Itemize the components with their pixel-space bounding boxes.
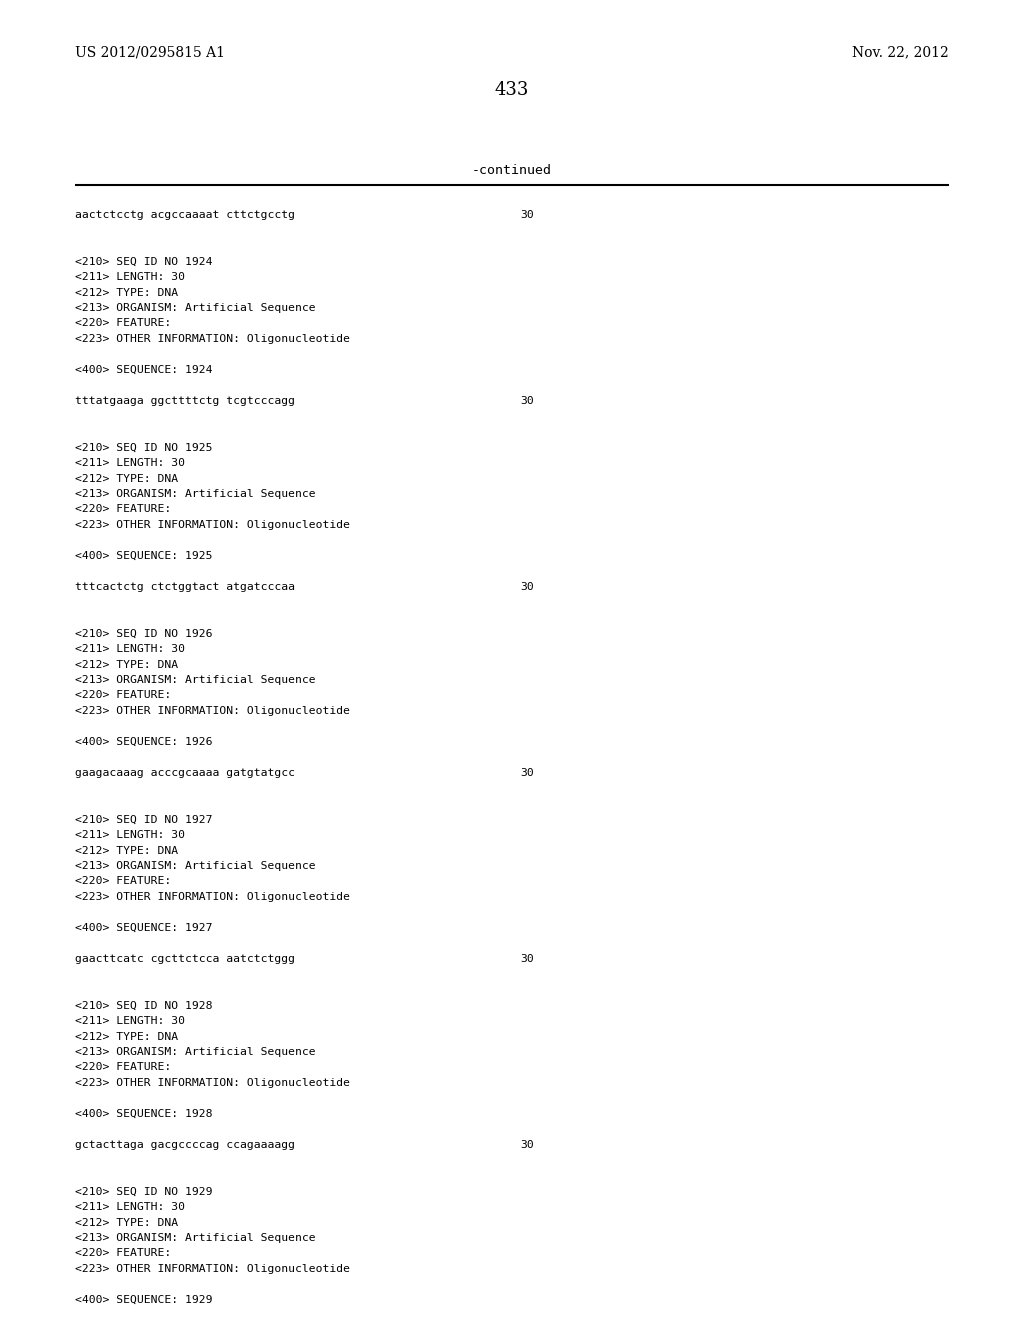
Text: <400> SEQUENCE: 1925: <400> SEQUENCE: 1925 — [75, 550, 213, 561]
Text: tttatgaaga ggcttttctg tcgtcccagg: tttatgaaga ggcttttctg tcgtcccagg — [75, 396, 295, 407]
Text: 30: 30 — [520, 1140, 534, 1150]
Text: aactctcctg acgccaaaat cttctgcctg: aactctcctg acgccaaaat cttctgcctg — [75, 210, 295, 220]
Text: <212> TYPE: DNA: <212> TYPE: DNA — [75, 1031, 178, 1041]
Text: <213> ORGANISM: Artificial Sequence: <213> ORGANISM: Artificial Sequence — [75, 861, 315, 871]
Text: <223> OTHER INFORMATION: Oligonucleotide: <223> OTHER INFORMATION: Oligonucleotide — [75, 520, 350, 531]
Text: <213> ORGANISM: Artificial Sequence: <213> ORGANISM: Artificial Sequence — [75, 1047, 315, 1057]
Text: <220> FEATURE:: <220> FEATURE: — [75, 690, 171, 701]
Text: <210> SEQ ID NO 1926: <210> SEQ ID NO 1926 — [75, 628, 213, 639]
Text: <213> ORGANISM: Artificial Sequence: <213> ORGANISM: Artificial Sequence — [75, 488, 315, 499]
Text: gaagacaaag acccgcaaaa gatgtatgcc: gaagacaaag acccgcaaaa gatgtatgcc — [75, 768, 295, 777]
Text: 30: 30 — [520, 954, 534, 964]
Text: <220> FEATURE:: <220> FEATURE: — [75, 504, 171, 515]
Text: <211> LENGTH: 30: <211> LENGTH: 30 — [75, 272, 185, 282]
Text: <223> OTHER INFORMATION: Oligonucleotide: <223> OTHER INFORMATION: Oligonucleotide — [75, 1265, 350, 1274]
Text: <400> SEQUENCE: 1929: <400> SEQUENCE: 1929 — [75, 1295, 213, 1305]
Text: <400> SEQUENCE: 1927: <400> SEQUENCE: 1927 — [75, 923, 213, 933]
Text: <210> SEQ ID NO 1928: <210> SEQ ID NO 1928 — [75, 1001, 213, 1011]
Text: <400> SEQUENCE: 1924: <400> SEQUENCE: 1924 — [75, 366, 213, 375]
Text: <210> SEQ ID NO 1925: <210> SEQ ID NO 1925 — [75, 442, 213, 453]
Text: <211> LENGTH: 30: <211> LENGTH: 30 — [75, 1016, 185, 1026]
Text: Nov. 22, 2012: Nov. 22, 2012 — [852, 45, 949, 59]
Text: <220> FEATURE:: <220> FEATURE: — [75, 1249, 171, 1258]
Text: <400> SEQUENCE: 1928: <400> SEQUENCE: 1928 — [75, 1109, 213, 1119]
Text: <220> FEATURE:: <220> FEATURE: — [75, 876, 171, 887]
Text: <212> TYPE: DNA: <212> TYPE: DNA — [75, 846, 178, 855]
Text: <213> ORGANISM: Artificial Sequence: <213> ORGANISM: Artificial Sequence — [75, 304, 315, 313]
Text: gaacttcatc cgcttctcca aatctctggg: gaacttcatc cgcttctcca aatctctggg — [75, 954, 295, 964]
Text: <210> SEQ ID NO 1924: <210> SEQ ID NO 1924 — [75, 256, 213, 267]
Text: <212> TYPE: DNA: <212> TYPE: DNA — [75, 474, 178, 483]
Text: 433: 433 — [495, 81, 529, 99]
Text: <212> TYPE: DNA: <212> TYPE: DNA — [75, 660, 178, 669]
Text: <400> SEQUENCE: 1926: <400> SEQUENCE: 1926 — [75, 737, 213, 747]
Text: <223> OTHER INFORMATION: Oligonucleotide: <223> OTHER INFORMATION: Oligonucleotide — [75, 1078, 350, 1088]
Text: <210> SEQ ID NO 1927: <210> SEQ ID NO 1927 — [75, 814, 213, 825]
Text: <223> OTHER INFORMATION: Oligonucleotide: <223> OTHER INFORMATION: Oligonucleotide — [75, 334, 350, 345]
Text: <211> LENGTH: 30: <211> LENGTH: 30 — [75, 1203, 185, 1212]
Text: <220> FEATURE:: <220> FEATURE: — [75, 318, 171, 329]
Text: <211> LENGTH: 30: <211> LENGTH: 30 — [75, 830, 185, 840]
Text: <212> TYPE: DNA: <212> TYPE: DNA — [75, 288, 178, 297]
Text: <212> TYPE: DNA: <212> TYPE: DNA — [75, 1217, 178, 1228]
Text: 30: 30 — [520, 768, 534, 777]
Text: 30: 30 — [520, 582, 534, 591]
Text: gctacttaga gacgccccag ccagaaaagg: gctacttaga gacgccccag ccagaaaagg — [75, 1140, 295, 1150]
Text: <211> LENGTH: 30: <211> LENGTH: 30 — [75, 644, 185, 653]
Text: 30: 30 — [520, 210, 534, 220]
Text: US 2012/0295815 A1: US 2012/0295815 A1 — [75, 45, 225, 59]
Text: <213> ORGANISM: Artificial Sequence: <213> ORGANISM: Artificial Sequence — [75, 1233, 315, 1243]
Text: <210> SEQ ID NO 1929: <210> SEQ ID NO 1929 — [75, 1187, 213, 1196]
Text: <220> FEATURE:: <220> FEATURE: — [75, 1063, 171, 1072]
Text: 30: 30 — [520, 396, 534, 407]
Text: tttcactctg ctctggtact atgatcccaa: tttcactctg ctctggtact atgatcccaa — [75, 582, 295, 591]
Text: <223> OTHER INFORMATION: Oligonucleotide: <223> OTHER INFORMATION: Oligonucleotide — [75, 706, 350, 715]
Text: -continued: -continued — [472, 164, 552, 177]
Text: <223> OTHER INFORMATION: Oligonucleotide: <223> OTHER INFORMATION: Oligonucleotide — [75, 892, 350, 902]
Text: <213> ORGANISM: Artificial Sequence: <213> ORGANISM: Artificial Sequence — [75, 675, 315, 685]
Text: <211> LENGTH: 30: <211> LENGTH: 30 — [75, 458, 185, 469]
